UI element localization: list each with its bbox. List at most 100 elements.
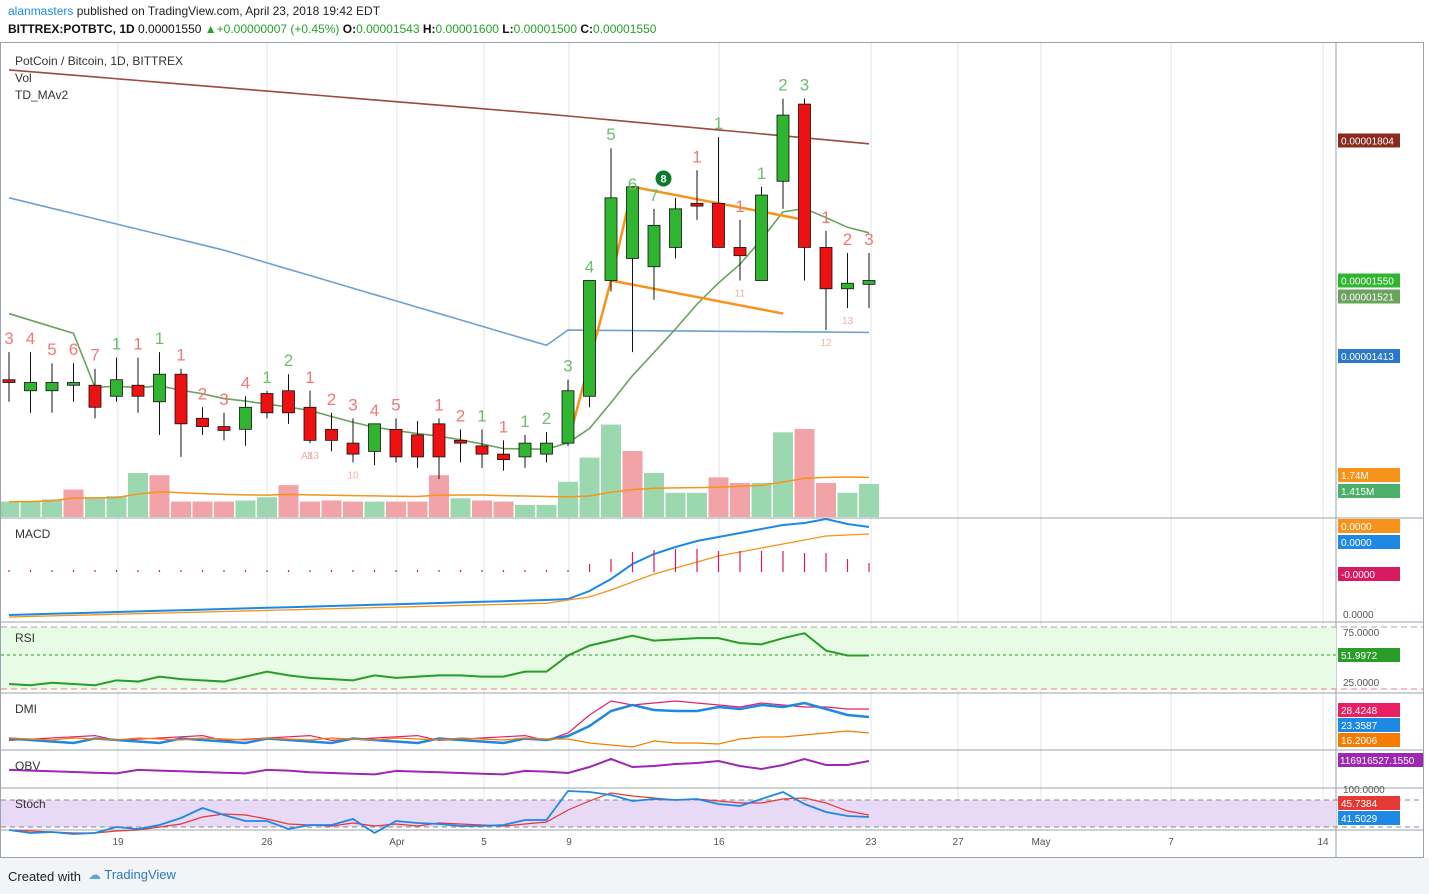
candle-body: [174, 373, 188, 425]
candle-body: [239, 406, 252, 430]
x-tick-label: 19: [112, 837, 124, 848]
volume-bar: [450, 498, 471, 517]
td-count-label: 2: [542, 409, 551, 428]
td-count-label: 1: [692, 147, 701, 166]
candle-body: [690, 202, 704, 207]
rsi-tag: 51.9972: [1341, 651, 1378, 662]
volume-bar: [214, 501, 234, 517]
td-count-label: 1: [757, 164, 766, 183]
brand-label: TradingView: [104, 867, 176, 882]
candle-body: [475, 445, 489, 455]
vol-tag: 1.74M: [1341, 471, 1369, 482]
low-value: 0.00001500: [513, 22, 578, 36]
last-price: 0.00001550: [138, 22, 202, 36]
candle-body: [24, 382, 37, 392]
td-count-label: 3: [348, 395, 357, 414]
td-count-label: 3: [563, 357, 572, 376]
td-count-label: 1: [735, 197, 744, 216]
macd-line: [8, 517, 870, 616]
obv-title: OBV: [15, 759, 40, 773]
macd-tag: 0.0000: [1341, 522, 1372, 533]
dmi-minus-line: [8, 730, 870, 748]
td-count-label: 1: [112, 335, 121, 354]
stoch-tag: 45.7384: [1341, 799, 1378, 810]
volume-bar: [859, 484, 879, 517]
td-mark-label: A13: [301, 451, 319, 462]
candle-body: [432, 423, 446, 458]
td-count-label: 2: [284, 351, 293, 370]
volume-bar: [515, 504, 535, 517]
td-mark-label: 12: [820, 338, 832, 349]
candle-body: [583, 280, 596, 397]
td-count-label: 2: [327, 390, 336, 409]
stoch-d-line: [8, 792, 870, 834]
td-count-label: 6: [69, 340, 78, 359]
volume-bar: [730, 482, 750, 517]
volume-bar: [472, 500, 492, 517]
stoch-k-line: [8, 790, 870, 835]
volume-bar: [300, 501, 320, 517]
candle-body: [389, 428, 403, 458]
author-link[interactable]: alanmasters: [8, 4, 74, 18]
dmi-tag-bg: [1338, 733, 1400, 747]
open-value: 0.00001543: [356, 22, 420, 36]
td-count-label: 4: [26, 329, 35, 348]
candle-body: [346, 442, 360, 455]
volume-bar: [63, 489, 84, 517]
macd-tag-bg: [1338, 535, 1400, 549]
candle-body: [604, 197, 618, 281]
td-mark-label: 10: [347, 470, 359, 481]
volume-bar: [85, 497, 105, 517]
volume-bar: [42, 499, 62, 517]
price-tag-bg: [1338, 349, 1400, 364]
volume-bar: [665, 492, 686, 517]
volume-bar: [558, 481, 578, 517]
dmi-tag-bg: [1338, 703, 1400, 717]
volume-bar: [20, 501, 41, 517]
volume-bar: [708, 477, 729, 517]
candle-body: [669, 208, 682, 248]
publish-info: alanmasters published on TradingView.com…: [8, 4, 380, 18]
dmi-tag: 28.4248: [1341, 706, 1378, 717]
vol-tag: 1.415M: [1341, 487, 1374, 498]
macd-tag: -0.0000: [1341, 570, 1375, 581]
td-count-label: 3: [800, 76, 809, 95]
volume-bar: [622, 451, 643, 517]
candle-body: [647, 224, 661, 268]
candle-body: [153, 373, 166, 403]
td-count-label: 7: [90, 346, 99, 365]
td-count-label: 2: [778, 76, 787, 95]
candle-body: [45, 382, 59, 392]
macd-tag-bg: [1338, 519, 1400, 533]
candle-body: [776, 114, 790, 182]
pattern-lower-line: [610, 279, 784, 315]
low-label: L:: [502, 22, 514, 36]
candle-body: [712, 202, 725, 248]
dmi-tag-bg: [1338, 718, 1400, 732]
td-count-label: 5: [606, 125, 615, 144]
td-count-label: 7: [649, 186, 658, 205]
dmi-plus-line: [8, 700, 869, 742]
candle-body: [798, 103, 811, 248]
candle-body: [282, 390, 295, 414]
symbol-name: BITTREX:POTBTC, 1D: [8, 22, 135, 36]
td-count-label: 1: [714, 114, 723, 133]
volume-bar: [601, 424, 621, 517]
close-value: 0.00001550: [593, 22, 657, 36]
td-count-label: 1: [477, 406, 486, 425]
price-tag: 0.00001413: [1341, 352, 1394, 363]
td-count-label: 5: [47, 340, 56, 359]
td-count-label: 3: [864, 230, 873, 249]
td-count-label: 1: [133, 335, 142, 354]
candle-body: [518, 442, 532, 458]
pattern-leg-line: [566, 186, 634, 444]
volume-bar: [257, 497, 277, 517]
td-count-label: 4: [241, 373, 250, 392]
candle-body: [368, 423, 381, 452]
price-tag-bg: [1338, 133, 1400, 148]
footer: Created with ☁ TradingView: [0, 858, 1429, 894]
adx-line: [8, 701, 870, 745]
tradingview-logo[interactable]: ☁ TradingView: [88, 867, 176, 883]
